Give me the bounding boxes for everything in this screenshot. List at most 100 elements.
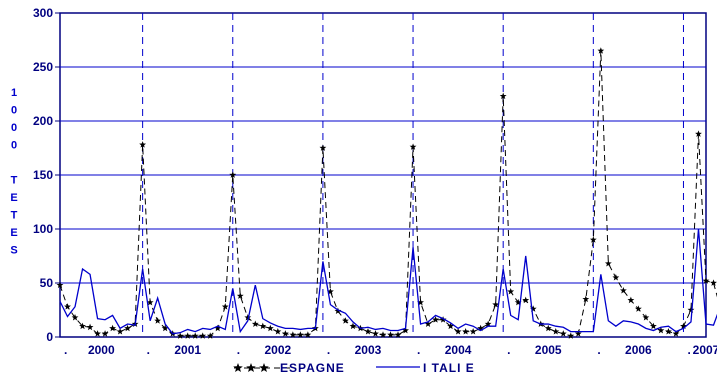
series — [56, 47, 717, 339]
data-point-star — [604, 259, 612, 267]
y-axis-title-char: S — [10, 245, 17, 257]
x-tick-label: 2004 — [445, 343, 472, 357]
x-tick-label: 2002 — [264, 343, 291, 357]
data-point-star — [484, 320, 492, 327]
data-point-star — [94, 330, 101, 337]
data-point-star — [582, 295, 590, 303]
data-point-star — [109, 324, 117, 332]
data-point-star — [567, 332, 575, 339]
data-point-star — [296, 331, 304, 338]
x-tick-label: . — [237, 343, 240, 357]
data-point-star — [281, 330, 289, 337]
data-point-star — [124, 324, 132, 332]
x-tick-label: 2001 — [174, 343, 201, 357]
data-point-star — [394, 331, 402, 338]
grid — [60, 13, 706, 337]
y-axis-title-char: 0 — [11, 122, 17, 134]
data-point-star — [364, 328, 372, 335]
data-point-star — [454, 328, 462, 335]
y-axis-title-char: E — [10, 227, 17, 239]
x-tick-label: 2006 — [625, 343, 652, 357]
data-point-star — [597, 47, 605, 54]
x-tick-label: . — [597, 343, 600, 357]
legend-espagne-star — [233, 363, 243, 373]
x-tick-label: . — [687, 343, 690, 357]
data-point-star — [574, 330, 582, 337]
data-point-star — [214, 324, 222, 332]
legend-italie-label: I TALI E — [423, 361, 475, 375]
data-point-star — [176, 332, 184, 339]
data-point-star — [559, 330, 567, 337]
data-point-star — [191, 332, 199, 339]
legend-espagne-star — [246, 363, 256, 373]
data-point-star — [236, 292, 244, 299]
data-point-star — [589, 236, 597, 243]
data-point-star — [161, 324, 169, 332]
y-axis-title-char: 1 — [11, 87, 17, 99]
y-tick-label: 100 — [33, 222, 53, 236]
data-point-star — [522, 296, 530, 304]
data-point-star — [221, 303, 229, 310]
data-point-star — [146, 298, 154, 306]
data-point-star — [334, 307, 342, 314]
x-tick-label: . — [507, 343, 510, 357]
data-point-star — [387, 331, 394, 338]
y-tick-label: 200 — [33, 114, 53, 128]
data-point-star — [206, 332, 214, 339]
data-point-star — [154, 317, 162, 324]
y-tick-label: 0 — [46, 330, 53, 344]
data-point-star — [64, 303, 71, 310]
data-point-star — [477, 324, 485, 332]
data-point-star — [710, 279, 717, 286]
data-point-star — [680, 322, 687, 330]
x-tick-label: 2007 — [693, 343, 717, 357]
data-point-star — [259, 322, 267, 330]
data-point-star — [687, 306, 695, 313]
x-tick-label: 2005 — [535, 343, 562, 357]
data-point-star — [71, 313, 79, 321]
data-point-star — [199, 332, 207, 339]
data-point-star — [665, 328, 672, 335]
data-point-star — [702, 277, 710, 284]
y-axis-ticks: 0 50 100 150 200 250 300 — [33, 6, 60, 344]
data-point-star — [649, 322, 657, 330]
data-point-star — [619, 286, 627, 294]
data-point-star — [424, 320, 432, 327]
series-italie — [59, 228, 717, 335]
y-axis-title-char: T — [11, 175, 18, 187]
data-point-star — [86, 323, 94, 331]
data-point-star — [372, 330, 379, 337]
data-point-star — [447, 322, 455, 330]
data-point-star — [462, 328, 470, 335]
data-point-star — [432, 316, 440, 323]
data-point-star — [514, 298, 522, 306]
data-point-star — [266, 324, 274, 332]
data-point-star — [402, 326, 409, 334]
legend-espagne-star — [259, 363, 269, 373]
y-axis-title-char: E — [10, 192, 17, 204]
series-italie-line — [59, 228, 717, 335]
data-point-star — [672, 330, 680, 337]
x-tick-label: 2003 — [355, 343, 382, 357]
data-point-star — [116, 328, 124, 335]
data-point-star — [499, 92, 507, 100]
x-tick-label: . — [147, 343, 150, 357]
legend: ESPAGNE I TALI E — [233, 361, 475, 375]
data-point-star — [56, 281, 64, 289]
data-point-star — [326, 288, 334, 295]
data-point-star — [184, 332, 192, 339]
y-axis-title-char: 0 — [11, 105, 17, 117]
data-point-star — [507, 288, 515, 295]
data-point-star — [469, 328, 477, 335]
data-point-star — [319, 144, 327, 151]
data-point-star — [417, 298, 424, 306]
data-point-star — [612, 274, 620, 281]
x-tick-label: . — [64, 343, 67, 357]
legend-espagne-label: ESPAGNE — [280, 361, 345, 375]
data-point-star — [304, 331, 312, 338]
y-tick-label: 150 — [33, 168, 53, 182]
y-tick-label: 300 — [33, 6, 53, 20]
x-tick-label: . — [327, 343, 330, 357]
